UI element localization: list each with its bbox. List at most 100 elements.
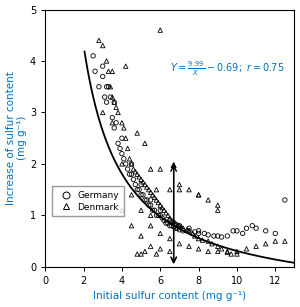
Denmark [162, 208, 167, 213]
Germany [150, 208, 155, 213]
Denmark [139, 177, 143, 182]
Germany [127, 172, 132, 177]
Denmark [273, 239, 278, 243]
Germany [177, 223, 182, 228]
Denmark [112, 100, 117, 105]
Denmark [235, 251, 239, 256]
Denmark [131, 167, 136, 172]
Germany [158, 208, 163, 213]
Denmark [141, 180, 146, 185]
Denmark [139, 251, 143, 256]
Denmark [166, 213, 170, 218]
Germany [135, 187, 140, 192]
Germany [196, 231, 201, 236]
Denmark [148, 190, 153, 195]
Denmark [235, 249, 239, 254]
Denmark [196, 247, 201, 251]
Germany [112, 126, 117, 130]
Germany [100, 74, 105, 79]
Germany [142, 197, 147, 202]
Germany [244, 226, 249, 231]
Germany [169, 223, 174, 228]
Denmark [192, 234, 197, 239]
Germany [215, 234, 220, 239]
Denmark [175, 222, 180, 227]
Denmark [135, 251, 140, 256]
Denmark [104, 59, 109, 64]
X-axis label: Initial sulfur content (mg g⁻¹): Initial sulfur content (mg g⁻¹) [93, 291, 246, 301]
Denmark [129, 192, 134, 197]
Denmark [108, 84, 113, 89]
Germany [225, 234, 230, 239]
Denmark [154, 197, 159, 202]
Denmark [215, 249, 220, 254]
Germany [114, 120, 118, 125]
Denmark [110, 95, 115, 99]
Germany [240, 231, 245, 236]
Denmark [154, 251, 159, 256]
Denmark [158, 28, 163, 33]
Germany [219, 235, 224, 239]
Denmark [100, 110, 105, 115]
Germany [146, 203, 151, 208]
Germany [175, 226, 180, 231]
Germany [116, 141, 121, 146]
Denmark [215, 208, 220, 213]
Germany [273, 231, 278, 236]
Denmark [158, 247, 163, 251]
Denmark [97, 38, 101, 43]
Denmark [187, 187, 191, 192]
Denmark [225, 250, 230, 255]
Germany [148, 203, 153, 208]
Germany [119, 151, 124, 156]
Germany [91, 53, 95, 58]
Denmark [139, 234, 143, 239]
Denmark [110, 120, 115, 125]
Germany [171, 224, 176, 229]
Denmark [110, 69, 115, 74]
Denmark [135, 172, 140, 177]
Germany [104, 100, 109, 105]
Germany [137, 187, 142, 192]
Denmark [167, 236, 172, 241]
Germany [167, 223, 172, 228]
Germany [125, 167, 130, 172]
Germany [202, 231, 207, 236]
Germany [263, 228, 268, 233]
Denmark [137, 174, 142, 179]
Denmark [142, 182, 147, 187]
Denmark [167, 216, 172, 220]
Denmark [123, 64, 128, 69]
Germany [235, 228, 239, 233]
Denmark [283, 239, 287, 243]
Denmark [206, 239, 211, 243]
Denmark [148, 244, 153, 249]
Denmark [125, 146, 130, 151]
Denmark [206, 249, 211, 254]
Denmark [179, 224, 184, 229]
Denmark [225, 249, 230, 254]
Germany [187, 226, 191, 231]
Germany [254, 226, 259, 231]
Denmark [177, 187, 182, 192]
Denmark [177, 241, 182, 246]
Germany [196, 228, 201, 233]
Denmark [181, 226, 186, 231]
Denmark [146, 187, 151, 192]
Denmark [200, 238, 205, 243]
Denmark [171, 219, 176, 224]
Germany [148, 197, 153, 202]
Denmark [160, 205, 165, 210]
Denmark [142, 141, 147, 146]
Denmark [206, 197, 211, 202]
Denmark [177, 223, 182, 228]
Germany [212, 234, 216, 239]
Germany [139, 192, 143, 197]
Germany [158, 213, 163, 218]
Germany [119, 136, 124, 141]
Denmark [177, 182, 182, 187]
Denmark [210, 241, 214, 246]
Germany [133, 182, 138, 187]
Text: $Y = \frac{9.99}{X} - 0.69;\ r = 0.75$: $Y = \frac{9.99}{X} - 0.69;\ r = 0.75$ [170, 60, 284, 78]
Legend: Germany, Denmark: Germany, Denmark [52, 186, 124, 216]
